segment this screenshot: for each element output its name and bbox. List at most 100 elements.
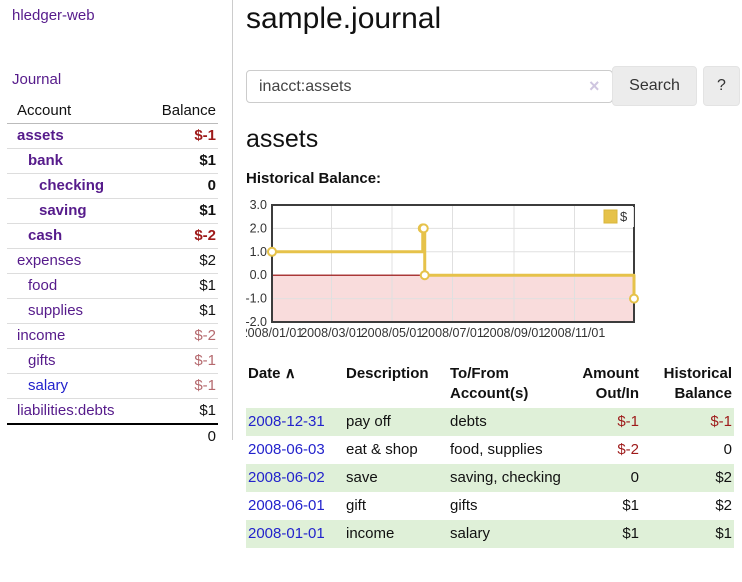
account-row: cash $-2 <box>7 223 218 249</box>
transaction-description: pay off <box>346 413 391 430</box>
y-axis-tick-label: 0.0 <box>250 268 267 282</box>
transaction-description: save <box>346 469 378 486</box>
account-link[interactable]: bank <box>28 152 64 169</box>
transaction-description: gift <box>346 497 367 514</box>
account-balance: $1 <box>145 398 218 424</box>
account-balance: $1 <box>145 148 218 174</box>
chart-title: Historical Balance: <box>246 170 382 187</box>
main-content: sample.journal × Search ? assets Histori… <box>246 0 742 582</box>
x-axis-tick-label: 2008/11/01 <box>544 326 606 340</box>
transaction-description: income <box>346 525 395 542</box>
search-button[interactable]: Search <box>612 66 697 106</box>
y-axis-tick-label: 2.0 <box>250 221 267 235</box>
register-row: 2008-06-01 gift gifts $1 $2 <box>246 492 734 520</box>
transaction-accounts: saving, checking <box>450 469 561 486</box>
account-balance: $-1 <box>194 127 216 144</box>
account-balance: $-2 <box>145 323 218 349</box>
clear-search-icon[interactable]: × <box>589 76 600 96</box>
register-header-row: Date ∧ Description To/From Account(s) Am… <box>246 360 734 408</box>
sidebar: hledger-web Journal Account Balance asse… <box>0 0 233 449</box>
transaction-balance: $2 <box>715 469 732 486</box>
register-row: 2008-01-01 income salary $1 $1 <box>246 520 734 548</box>
accounts-col-account: Account <box>7 100 146 124</box>
transaction-balance: $1 <box>715 525 732 542</box>
x-axis-tick-label: 2008/03/01 <box>300 326 363 340</box>
account-balance: $-1 <box>145 373 218 399</box>
transaction-amount: $-2 <box>617 441 639 458</box>
accounts-total-balance: 0 <box>145 423 218 449</box>
account-row: checking 0 <box>7 173 218 199</box>
account-row: saving $1 <box>7 198 218 224</box>
historical-balance-chart: $3.0 2.0 1.0 0.0 -1.0 -2.02008/01/012008/03/0… <box>246 199 639 340</box>
register-col-accounts: To/From Account(s) <box>450 365 529 402</box>
x-axis-tick-label: 2008/01/01 <box>246 326 303 340</box>
y-axis-tick-label: 3.0 <box>250 199 267 212</box>
transaction-amount: $1 <box>622 497 639 514</box>
account-balance: $-2 <box>145 223 218 249</box>
account-balance: $1 <box>145 273 218 299</box>
account-balance: $1 <box>145 198 218 224</box>
account-row: income $-2 <box>7 323 218 349</box>
account-link[interactable]: supplies <box>28 302 84 319</box>
transaction-accounts: salary <box>450 525 491 542</box>
nav-journal-link[interactable]: Journal <box>12 71 62 88</box>
account-row: gifts $-1 <box>7 348 218 374</box>
x-axis-tick-label: 2008/07/01 <box>421 326 484 340</box>
register-col-description: Description <box>346 365 429 382</box>
account-link[interactable]: food <box>28 277 58 294</box>
account-balance: $-1 <box>145 348 218 374</box>
account-link[interactable]: liabilities:debts <box>17 402 115 419</box>
page-title: sample.journal <box>246 2 442 35</box>
transaction-date-link[interactable]: 2008-01-01 <box>248 525 325 542</box>
account-link[interactable]: cash <box>28 227 63 244</box>
x-axis-tick-label: 2008/05/01 <box>361 326 424 340</box>
search-input[interactable] <box>246 70 613 103</box>
transaction-description: eat & shop <box>346 441 418 458</box>
register-row: 2008-12-31 pay off debts $-1 $-1 <box>246 408 734 436</box>
transaction-accounts: debts <box>450 413 487 430</box>
account-link[interactable]: assets <box>17 127 64 144</box>
account-balance: 0 <box>145 173 218 199</box>
account-row: supplies $1 <box>7 298 218 324</box>
register-row: 2008-06-02 save saving, checking 0 $2 <box>246 464 734 492</box>
account-row: assets $-1 <box>7 124 218 149</box>
account-heading: assets <box>246 125 319 153</box>
legend-swatch <box>603 209 618 224</box>
transaction-accounts: food, supplies <box>450 441 543 458</box>
register-row: 2008-06-03 eat & shop food, supplies $-2… <box>246 436 734 464</box>
account-link[interactable]: salary <box>28 377 69 394</box>
help-button[interactable]: ? <box>703 66 740 106</box>
transaction-date-link[interactable]: 2008-06-03 <box>248 441 325 458</box>
app-title-link[interactable]: hledger-web <box>12 7 95 24</box>
accounts-header-row: Account Balance <box>7 100 218 124</box>
account-row: salary $-1 <box>7 373 218 399</box>
register-col-amount: Amount Out/In <box>582 365 639 402</box>
transaction-balance: $-1 <box>710 413 732 430</box>
transaction-date-link[interactable]: 2008-06-01 <box>248 497 325 514</box>
legend-label: $ <box>620 209 628 224</box>
transaction-amount: $1 <box>622 525 639 542</box>
account-row: bank $1 <box>7 148 218 174</box>
account-link[interactable]: expenses <box>17 252 82 269</box>
account-link[interactable]: gifts <box>28 352 56 369</box>
transaction-amount: $-1 <box>617 413 639 430</box>
account-row: liabilities:debts $1 <box>7 398 218 424</box>
account-link[interactable]: checking <box>39 177 105 194</box>
register-col-date[interactable]: Date ∧ <box>248 365 296 382</box>
sort-ascending-icon: ∧ <box>284 365 296 382</box>
account-row: food $1 <box>7 273 218 299</box>
accounts-col-balance: Balance <box>145 100 218 124</box>
account-link[interactable]: income <box>17 327 66 344</box>
y-axis-tick-label: -2.0 <box>246 315 267 329</box>
transaction-accounts: gifts <box>450 497 478 514</box>
register-col-balance: Historical Balance <box>663 365 732 402</box>
account-balance: $1 <box>145 298 218 324</box>
transaction-balance: $2 <box>715 497 732 514</box>
transaction-amount: 0 <box>630 469 639 486</box>
accounts-table: Account Balance assets $-1 bank $1 check… <box>7 100 218 449</box>
transaction-date-link[interactable]: 2008-12-31 <box>248 413 325 430</box>
transaction-balance: 0 <box>723 441 732 458</box>
account-link[interactable]: saving <box>39 202 87 219</box>
transaction-date-link[interactable]: 2008-06-02 <box>248 469 325 486</box>
accounts-total-row: 0 <box>7 423 218 449</box>
